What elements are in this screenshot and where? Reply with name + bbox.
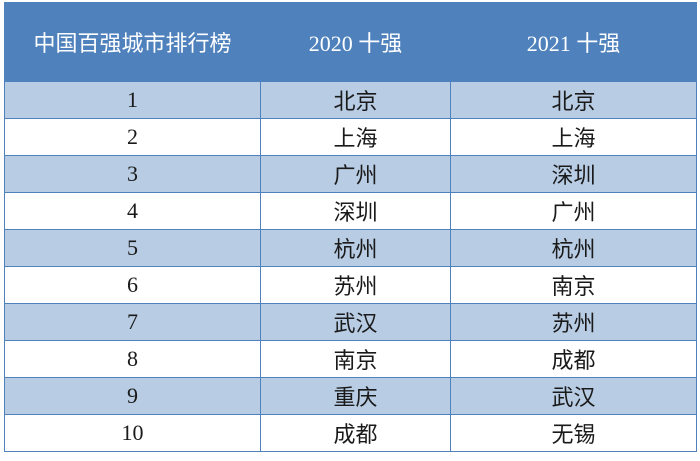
header-cell: 中国百强城市排行榜 [4, 2, 261, 82]
city-cell: 苏州 [450, 303, 697, 341]
table-row: 10 成都 无锡 [4, 414, 697, 452]
rank-cell: 2 [4, 118, 261, 156]
table-row: 2 上海 上海 [4, 118, 697, 156]
rank-cell: 3 [4, 155, 261, 193]
city-cell: 上海 [260, 118, 451, 156]
header-cell: 2021 十强 [450, 2, 697, 82]
city-cell: 上海 [450, 118, 697, 156]
rank-cell: 8 [4, 340, 261, 378]
table-row: 3 广州 深圳 [4, 155, 697, 193]
table-row: 4 深圳 广州 [4, 192, 697, 230]
ranking-table: 中国百强城市排行榜 2020 十强 2021 十强 1 北京 北京 2 上海 上海 3 广州 深圳 4… [4, 2, 697, 452]
header-row: 中国百强城市排行榜 2020 十强 2021 十强 [4, 2, 697, 82]
city-cell: 武汉 [260, 303, 451, 341]
table-row: 6 苏州 南京 [4, 266, 697, 304]
rank-cell: 4 [4, 192, 261, 230]
city-cell: 广州 [450, 192, 697, 230]
city-cell: 南京 [260, 340, 451, 378]
city-cell: 广州 [260, 155, 451, 193]
table-row: 9 重庆 武汉 [4, 377, 697, 415]
city-cell: 深圳 [260, 192, 451, 230]
city-cell: 重庆 [260, 377, 451, 415]
header-cell: 2020 十强 [260, 2, 451, 82]
city-cell: 北京 [450, 81, 697, 119]
rank-cell: 1 [4, 81, 261, 119]
city-cell: 深圳 [450, 155, 697, 193]
rank-cell: 6 [4, 266, 261, 304]
city-cell: 杭州 [260, 229, 451, 267]
table-row: 1 北京 北京 [4, 81, 697, 119]
rank-cell: 7 [4, 303, 261, 341]
rank-cell: 5 [4, 229, 261, 267]
table-body: 1 北京 北京 2 上海 上海 3 广州 深圳 4 深圳 广州 5 杭州 杭州 6 苏州 南京 7 武汉 苏州 8 南京 成都… [4, 81, 697, 452]
city-cell: 无锡 [450, 414, 697, 452]
city-cell: 杭州 [450, 229, 697, 267]
city-cell: 成都 [260, 414, 451, 452]
city-cell: 武汉 [450, 377, 697, 415]
table-row: 8 南京 成都 [4, 340, 697, 378]
city-cell: 苏州 [260, 266, 451, 304]
rank-cell: 9 [4, 377, 261, 415]
table-row: 7 武汉 苏州 [4, 303, 697, 341]
city-cell: 成都 [450, 340, 697, 378]
city-cell: 南京 [450, 266, 697, 304]
table-container: 中国百强城市排行榜 2020 十强 2021 十强 1 北京 北京 2 上海 上海 3 广州 深圳 4… [4, 2, 697, 452]
rank-cell: 10 [4, 414, 261, 452]
city-cell: 北京 [260, 81, 451, 119]
table-row: 5 杭州 杭州 [4, 229, 697, 267]
